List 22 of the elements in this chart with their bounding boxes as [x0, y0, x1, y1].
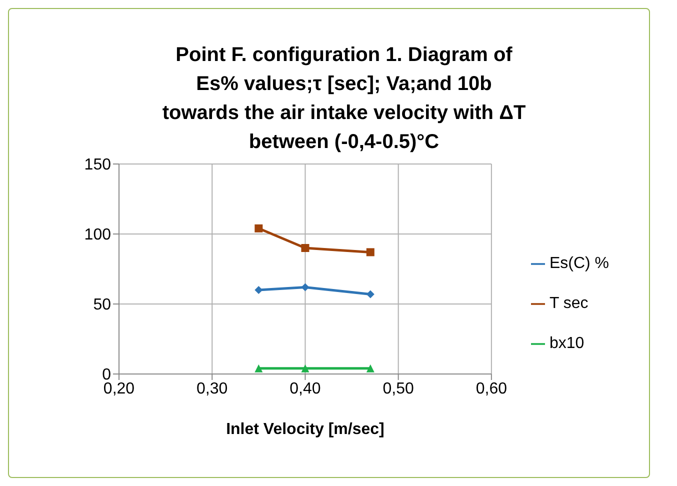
point — [254, 224, 263, 232]
point — [254, 286, 263, 294]
point — [301, 364, 310, 372]
x-axis-title: Inlet Velocity [m/sec] — [226, 421, 384, 438]
x-tick-label: 0,20 — [103, 380, 135, 398]
legend-label: bx10 — [549, 335, 584, 352]
point — [366, 364, 374, 372]
point — [301, 244, 310, 252]
legend-label: Es(C) % — [549, 255, 609, 272]
point — [254, 364, 263, 372]
chart-title: Point F. configuration 1. Diagram of Es% values;τ [sec]; Va;and 10b towards the air intake velocity with ΔT between (-0,4-0.5)°C — [161, 43, 527, 155]
y-tick-label: 150 — [84, 156, 112, 174]
point — [301, 283, 310, 292]
y-tick-label: 50 — [93, 296, 112, 314]
y-tick-label: 100 — [84, 226, 112, 244]
x-tick-label: 0,40 — [290, 380, 321, 398]
point — [366, 248, 374, 256]
x-tick-label: 0,60 — [476, 380, 508, 398]
x-tick-label: 0,30 — [196, 380, 228, 398]
point — [366, 290, 374, 298]
legend-label: T sec — [549, 295, 588, 312]
x-tick-label: 0,50 — [382, 380, 414, 398]
